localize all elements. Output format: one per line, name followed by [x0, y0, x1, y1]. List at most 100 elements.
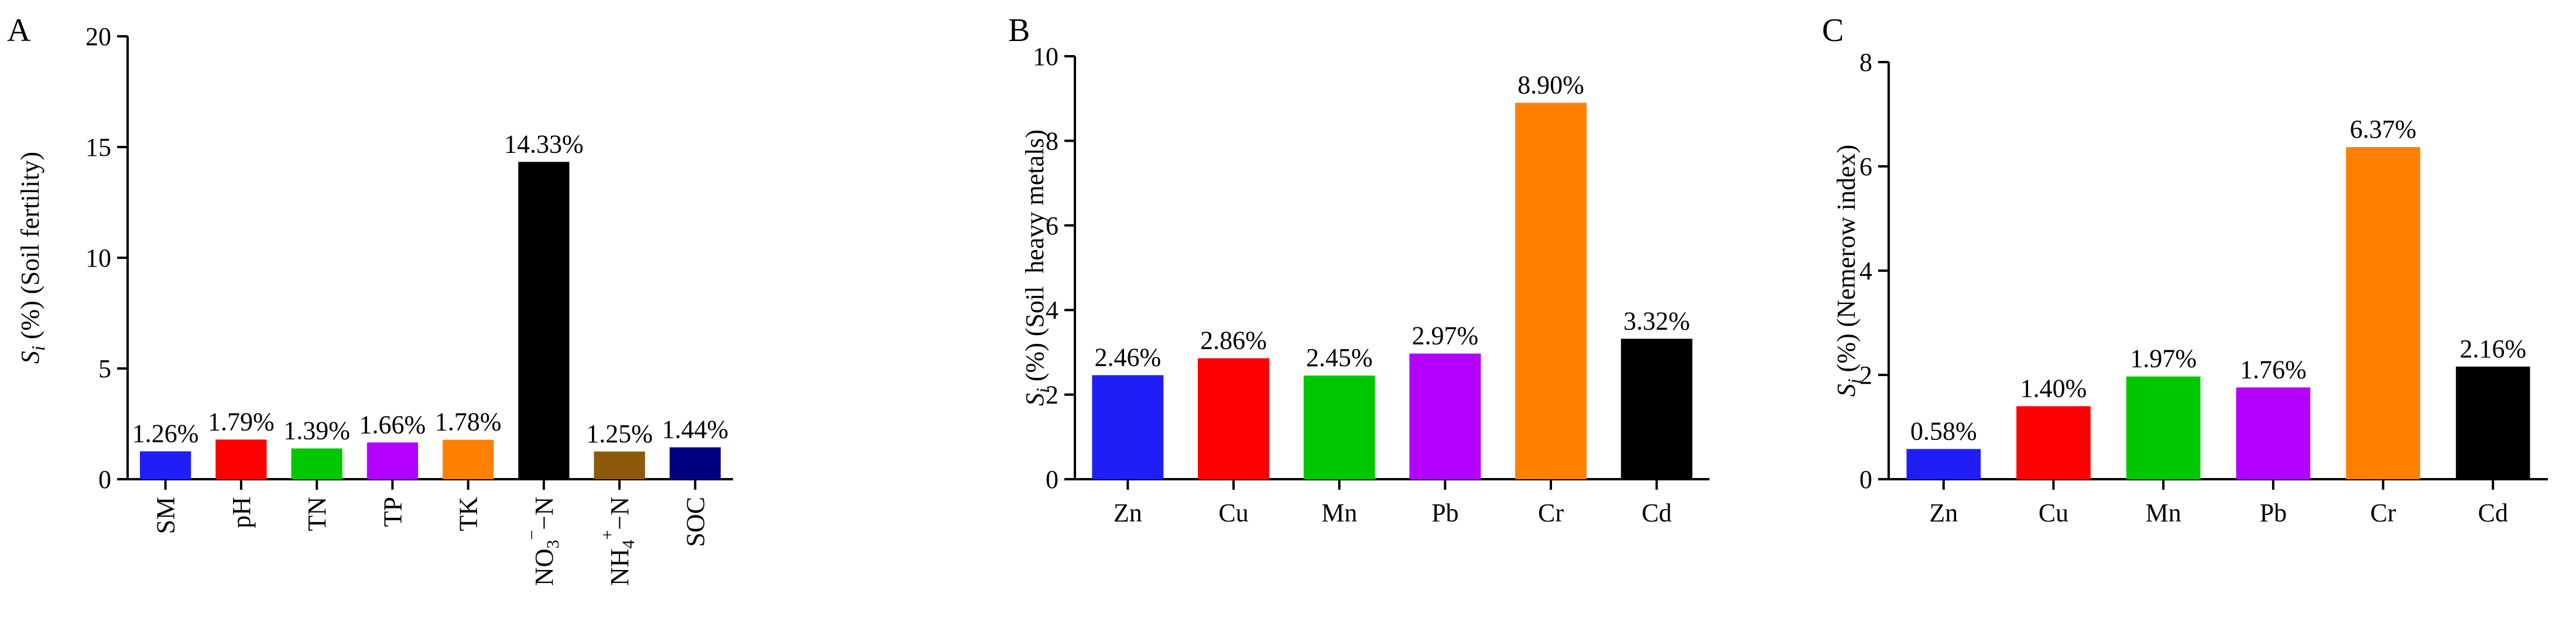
data-label: 8.90%: [1517, 70, 1584, 99]
y-axis-title-text: (%) (Soil fertility): [16, 152, 44, 346]
y-axis-title: Si (%) (Soil fertility): [16, 152, 49, 364]
bar: [443, 439, 494, 479]
bar: [215, 439, 267, 479]
x-category-label: TK: [454, 497, 483, 531]
y-axis-title: Si (%) (Nemerow index): [1832, 145, 1865, 397]
data-label: 1.97%: [2130, 344, 2197, 373]
bar: [2346, 147, 2420, 479]
data-label: 1.66%: [359, 410, 426, 439]
data-label: 1.79%: [208, 407, 275, 436]
y-axis-title-subscript: i: [1844, 378, 1865, 384]
y-tick-label: 20: [85, 22, 111, 51]
x-category-label: pH: [227, 497, 256, 528]
y-tick-label: 2: [1859, 361, 1872, 390]
x-category-label: Mn: [2146, 499, 2181, 527]
y-tick-label: 0: [98, 465, 111, 494]
x-category-label-part: NH: [605, 549, 634, 586]
y-axis-title-text: (%) (Nemerow index): [1832, 145, 1861, 379]
x-category-label: Cr: [1538, 499, 1564, 527]
bar: [366, 442, 418, 479]
data-label: 6.37%: [2350, 115, 2417, 144]
data-label: 2.16%: [2459, 335, 2526, 363]
y-axis-title-symbol: S: [16, 351, 44, 364]
y-tick-label: 6: [1859, 152, 1872, 181]
data-label: 3.32%: [1623, 306, 1690, 335]
bar: [1621, 339, 1693, 479]
chart-panel-c: C 0 2 4 6 8 Si (%) (Nemerow index) 0.58% Zn 1.40%…: [1822, 12, 2548, 527]
y-axis-title: Si (%) (Soil heavy metals): [1020, 129, 1053, 406]
y-axis-title-text: (%) (Soil heavy metals): [1020, 129, 1049, 388]
y-tick-label: 0: [1046, 465, 1059, 494]
bar: [1409, 353, 1481, 479]
bar: [291, 448, 342, 479]
data-label: 1.25%: [586, 419, 653, 448]
data-label: 1.78%: [435, 408, 502, 436]
x-category-label: Zn: [1929, 499, 1958, 527]
x-category-label: TN: [303, 497, 331, 531]
x-category-label-part: NO: [530, 549, 559, 586]
y-tick-label: 8: [1046, 127, 1059, 155]
data-label: 2.45%: [1306, 343, 1373, 372]
x-category-label: Mn: [1321, 499, 1357, 527]
bar: [518, 162, 570, 479]
bar: [1092, 375, 1164, 479]
bar: [2455, 366, 2530, 479]
y-tick-label: 5: [98, 354, 111, 383]
y-tick-label: 4: [1859, 257, 1872, 285]
y-axis-title-symbol: S: [1020, 393, 1049, 406]
bar: [1906, 449, 1981, 479]
data-label: 1.26%: [132, 419, 199, 448]
y-axis-title-subscript: i: [1032, 388, 1053, 393]
x-category-label: Cu: [2039, 499, 2068, 527]
y-tick-label: 15: [85, 133, 111, 162]
bar: [2126, 376, 2201, 479]
y-tick-label: 10: [1033, 42, 1059, 71]
x-category-label: Cr: [2371, 499, 2396, 527]
bar: [1515, 103, 1587, 480]
panel-letter: C: [1822, 12, 1844, 49]
y-axis-title-symbol: S: [1832, 384, 1861, 397]
bar: [1303, 376, 1375, 479]
bar: [2016, 406, 2091, 479]
x-category-label: Cu: [1218, 499, 1248, 527]
panel-letter: A: [7, 12, 31, 49]
y-tick-label: 0: [1859, 465, 1872, 494]
bar: [594, 451, 645, 479]
y-tick-label: 8: [1859, 48, 1872, 77]
bar: [1198, 358, 1269, 479]
chart-panel-b: B 0 2 4 6 8 10 Si (%) (Soil heavy metals) 2.46% Z…: [1008, 12, 1710, 527]
x-category-label: Zn: [1114, 499, 1142, 527]
y-tick-label: 2: [1046, 381, 1059, 409]
x-category-label-part: −N: [605, 497, 634, 530]
x-category-label: Cd: [2478, 499, 2508, 527]
y-axis-title-subscript: i: [28, 346, 49, 351]
bar: [669, 447, 721, 479]
x-category-label: Cd: [1642, 499, 1671, 527]
data-label: 1.44%: [662, 415, 729, 444]
x-category-label-part: 4: [619, 540, 638, 549]
data-label: 2.86%: [1200, 326, 1267, 355]
x-category-label-part: +: [598, 530, 617, 540]
x-category-label-part: 3: [543, 540, 563, 549]
chart-panel-a: A 0 5 10 15 20 Si (%) (Soil fertility) 1.26% SM 1…: [7, 12, 733, 586]
y-tick-label: 6: [1046, 211, 1059, 240]
x-category-label: NH4+−N: [598, 497, 638, 586]
x-category-label-part: −: [522, 530, 542, 540]
data-label: 2.46%: [1095, 343, 1162, 371]
data-label: 14.33%: [504, 129, 584, 158]
panel-letter: B: [1008, 12, 1030, 49]
data-label: 1.40%: [2020, 374, 2087, 402]
x-category-label: Pb: [2260, 499, 2287, 527]
data-label: 1.76%: [2240, 355, 2307, 384]
bar: [140, 451, 191, 479]
y-tick-label: 4: [1046, 296, 1059, 325]
bar: [2236, 387, 2311, 479]
x-category-label-part: −N: [530, 497, 559, 530]
data-label: 0.58%: [1910, 417, 1977, 445]
x-category-label: SM: [152, 497, 180, 534]
x-category-label: NO3−−N: [522, 497, 563, 586]
x-category-label: Pb: [1431, 499, 1458, 527]
data-label: 1.39%: [283, 416, 350, 445]
x-category-label: TP: [378, 497, 407, 527]
